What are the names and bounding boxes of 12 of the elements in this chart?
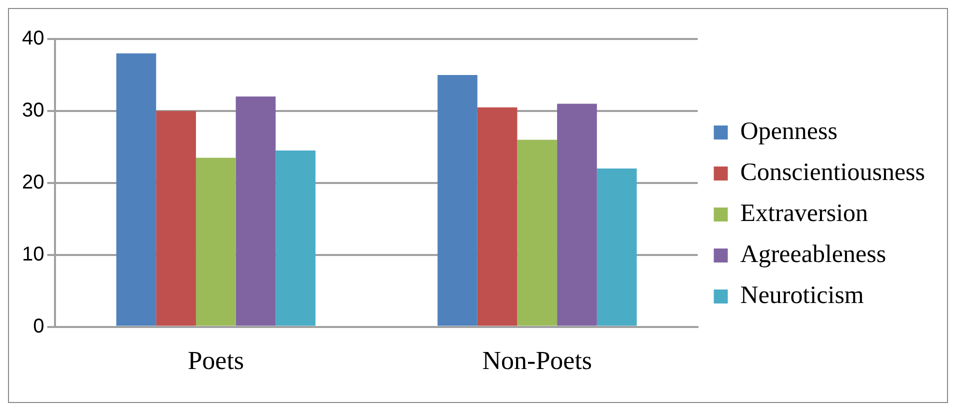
legend-label: Neuroticism — [740, 282, 864, 310]
y-tick-label: 10 — [22, 243, 44, 266]
y-tick-label: 20 — [22, 171, 44, 194]
x-tick-label: Poets — [188, 346, 244, 376]
legend-label: Agreeableness — [740, 241, 886, 268]
legend-label: Extraversion — [740, 200, 869, 228]
x-tick-label: Non-Poets — [482, 346, 592, 376]
y-tick-label: 40 — [22, 28, 44, 50]
legend-label: Openness — [740, 118, 838, 146]
y-tick-label: 30 — [22, 99, 44, 122]
legend-label: Conscientiousness — [740, 159, 925, 186]
y-tick-label: 0 — [33, 315, 44, 338]
